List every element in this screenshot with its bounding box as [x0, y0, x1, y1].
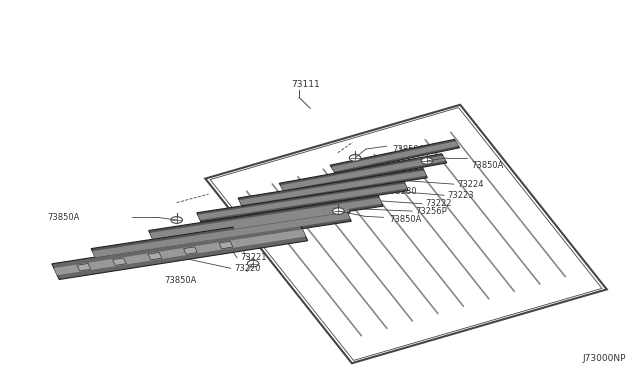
Polygon shape — [233, 207, 350, 230]
Polygon shape — [330, 140, 460, 174]
Polygon shape — [184, 247, 197, 254]
Polygon shape — [148, 253, 162, 260]
Polygon shape — [77, 263, 91, 271]
Text: 73230: 73230 — [390, 187, 417, 196]
Polygon shape — [198, 183, 407, 220]
Polygon shape — [91, 210, 351, 260]
Polygon shape — [332, 141, 458, 172]
Polygon shape — [219, 241, 233, 249]
Polygon shape — [205, 105, 607, 363]
Polygon shape — [113, 258, 126, 265]
Circle shape — [171, 217, 182, 223]
Text: 73223: 73223 — [447, 191, 474, 200]
Polygon shape — [280, 156, 445, 190]
Text: 73224: 73224 — [457, 180, 483, 189]
Polygon shape — [279, 154, 447, 192]
Circle shape — [421, 158, 433, 164]
Polygon shape — [92, 212, 350, 257]
Circle shape — [247, 260, 259, 267]
Polygon shape — [197, 182, 408, 222]
Text: 73256P: 73256P — [415, 206, 447, 216]
Polygon shape — [148, 195, 383, 241]
Text: J73000NP: J73000NP — [582, 354, 626, 363]
Polygon shape — [52, 225, 308, 279]
Polygon shape — [233, 208, 349, 229]
Text: 73220: 73220 — [234, 264, 260, 273]
Text: 73222: 73222 — [425, 199, 452, 208]
Text: 73850A: 73850A — [472, 161, 504, 170]
Text: 73210: 73210 — [119, 260, 146, 269]
Text: 73850A: 73850A — [392, 145, 424, 154]
Text: 73111: 73111 — [291, 80, 320, 89]
Polygon shape — [54, 229, 306, 275]
Text: 73850A: 73850A — [47, 213, 79, 222]
Polygon shape — [238, 169, 428, 207]
Polygon shape — [150, 198, 382, 239]
Circle shape — [349, 155, 361, 161]
Text: 73850A: 73850A — [389, 215, 421, 224]
Text: 73221: 73221 — [241, 253, 267, 263]
Text: 73850A: 73850A — [164, 276, 196, 285]
Circle shape — [333, 208, 344, 214]
Polygon shape — [239, 170, 426, 205]
